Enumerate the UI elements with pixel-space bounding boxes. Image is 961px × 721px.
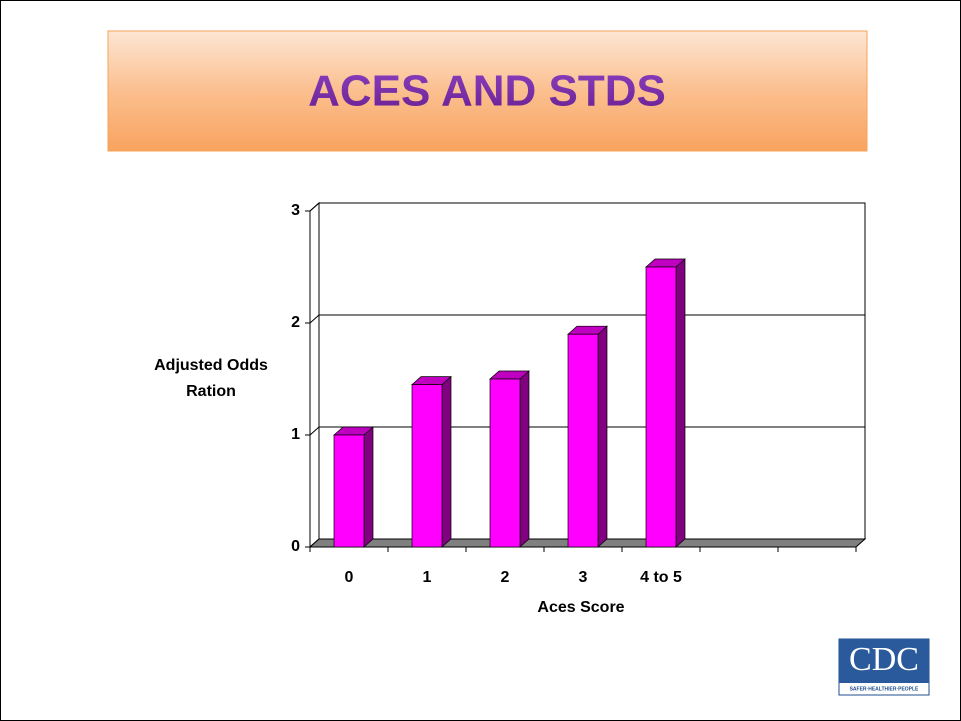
x-tick-label: 2	[501, 569, 510, 586]
y-axis-label: Adjusted Odds Ration	[154, 357, 268, 400]
logo-bg	[839, 639, 929, 683]
bar-side	[597, 325, 608, 548]
bar-side	[363, 426, 374, 548]
side-wall	[309, 201, 320, 549]
x-tick-label: 3	[579, 569, 588, 586]
bar	[411, 384, 443, 548]
y-tick-label: 3	[291, 202, 300, 219]
logo-tagline: SAFER·HEALTHIER·PEOPLE	[850, 686, 919, 692]
bar-side	[519, 370, 530, 548]
x-axis-label: Aces Score	[537, 599, 624, 616]
y-tick-label: 0	[291, 538, 300, 555]
bar-side	[441, 375, 452, 548]
x-tick-label: 1	[423, 569, 432, 586]
y-tick-label: 1	[291, 426, 300, 443]
title-box	[107, 30, 868, 152]
bar	[333, 434, 365, 548]
bar	[567, 333, 599, 548]
logo-text: CDC	[849, 641, 919, 678]
bar	[489, 378, 521, 548]
x-tick-label: 0	[345, 569, 354, 586]
x-tick-label: 4 to 5	[640, 569, 682, 586]
y-tick-label: 2	[291, 314, 300, 331]
bar-side	[675, 258, 686, 548]
slide-title: ACES AND STDS	[308, 67, 666, 116]
grid-line	[309, 202, 865, 212]
bar	[645, 266, 677, 548]
